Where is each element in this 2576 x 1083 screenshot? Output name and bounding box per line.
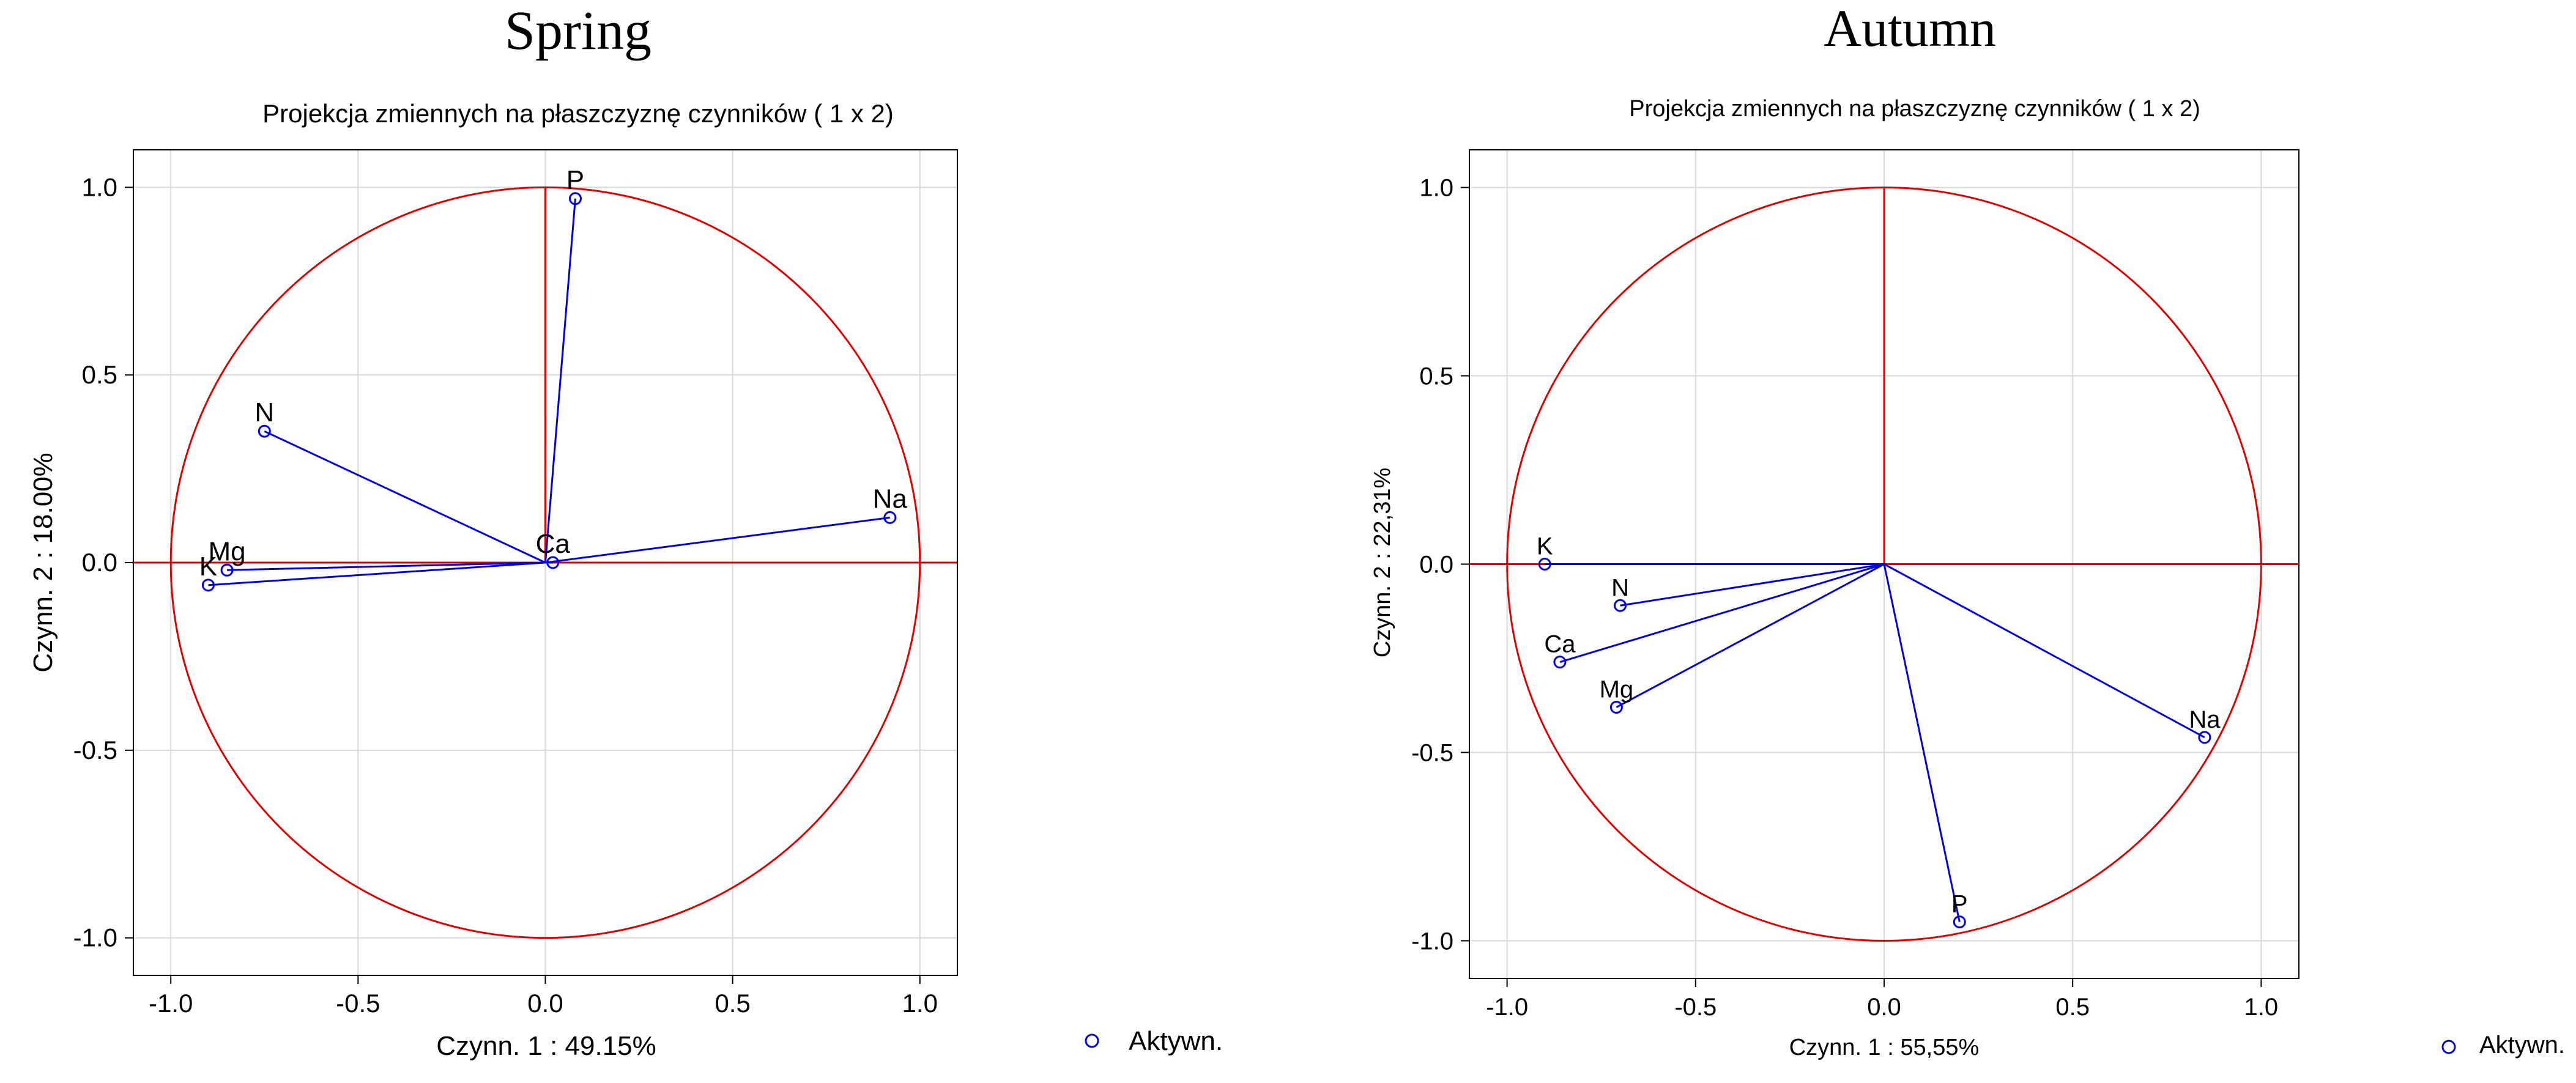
y-tick-label: 0.5	[82, 360, 117, 389]
chart-title: Projekcja zmiennych na płaszczyznę czynn…	[1629, 96, 2200, 122]
x-axis-label: Czynn. 1 : 55,55%	[1789, 1035, 1980, 1060]
loading-vector-na	[545, 516, 890, 564]
x-tick-label: -1.0	[1486, 994, 1528, 1021]
x-tick-label: 0.5	[715, 989, 750, 1018]
loading-vector-mg	[1616, 563, 1885, 708]
loading-point-p	[1953, 915, 1966, 929]
loading-label-ca: Ca	[536, 529, 571, 559]
loading-vector-n	[264, 430, 546, 564]
loading-vector-p	[544, 198, 576, 563]
y-axis-label: Czynn. 2 : 18.00%	[28, 453, 58, 673]
loading-point-n	[1614, 599, 1627, 612]
chart-title: Projekcja zmiennych na płaszczyznę czynn…	[262, 99, 894, 128]
loading-point-ca	[1553, 656, 1567, 669]
x-tick-label: 0.0	[527, 989, 563, 1018]
plot-panel-spring: Spring Projekcja zmiennych na płaszczyznę…	[28, 1, 1223, 1061]
loading-vector-ca	[1559, 563, 1885, 663]
loading-label-na: Na	[873, 484, 908, 514]
y-tick-label: -1.0	[1411, 928, 1453, 955]
y-tick-label: -1.0	[73, 923, 117, 952]
legend-label: Aktywn.	[1129, 1026, 1223, 1056]
loading-vector-p	[1883, 564, 1961, 922]
loading-vector-n	[1620, 563, 1885, 607]
panel-heading: Autumn	[1824, 0, 1996, 57]
legend-label: Aktywn.	[2479, 1032, 2565, 1059]
y-tick-label: 0.0	[82, 548, 117, 577]
x-tick-label: -1.0	[149, 989, 193, 1018]
loading-point-n	[258, 424, 271, 438]
loading-point-k	[201, 578, 215, 592]
x-tick-label: 0.5	[2055, 994, 2090, 1021]
plot-panel-autumn: Autumn Projekcja zmiennych na płaszczyznę…	[1370, 0, 2565, 1060]
x-tick-label: 1.0	[2244, 994, 2279, 1021]
loading-label-ca: Ca	[1544, 631, 1576, 658]
x-tick-label: -0.5	[1674, 994, 1717, 1021]
loading-vector-k	[208, 561, 546, 586]
y-tick-label: 0.0	[1419, 552, 1453, 578]
loading-point-k	[1538, 558, 1551, 571]
panel-heading: Spring	[505, 1, 651, 61]
loading-label-k: K	[1537, 533, 1553, 560]
loading-point-mg	[1609, 701, 1623, 714]
y-tick-label: 1.0	[82, 172, 117, 201]
x-tick-label: -0.5	[336, 989, 380, 1018]
y-tick-label: 1.0	[1419, 175, 1453, 202]
loading-point-p	[568, 192, 582, 205]
loading-label-n: N	[1611, 574, 1629, 601]
y-tick-label: -0.5	[1411, 739, 1453, 766]
legend-marker-icon	[2441, 1040, 2456, 1054]
x-axis-label: Czynn. 1 : 49.15%	[436, 1031, 656, 1061]
loading-vector-na	[1884, 563, 2205, 739]
loading-vector-mg	[227, 561, 546, 571]
x-tick-label: 0.0	[1867, 994, 1901, 1021]
legend-marker-icon	[1085, 1033, 1099, 1048]
loading-label-n: N	[254, 397, 274, 427]
loading-label-k: K	[199, 552, 217, 582]
loading-label-mg: Mg	[1600, 676, 1634, 703]
loading-point-na	[883, 511, 897, 524]
x-tick-label: 1.0	[902, 989, 938, 1018]
loading-label-mg: Mg	[209, 536, 246, 566]
loading-point-ca	[546, 556, 560, 569]
loading-point-na	[2198, 731, 2211, 744]
loading-label-p: P	[566, 165, 584, 195]
y-tick-label: -0.5	[73, 736, 117, 764]
y-axis-label: Czynn. 2 : 22,31%	[1370, 468, 1395, 658]
loading-label-p: P	[1951, 891, 1968, 918]
y-tick-label: 0.5	[1419, 363, 1453, 390]
loading-point-mg	[220, 563, 234, 577]
loading-label-na: Na	[2189, 706, 2221, 733]
